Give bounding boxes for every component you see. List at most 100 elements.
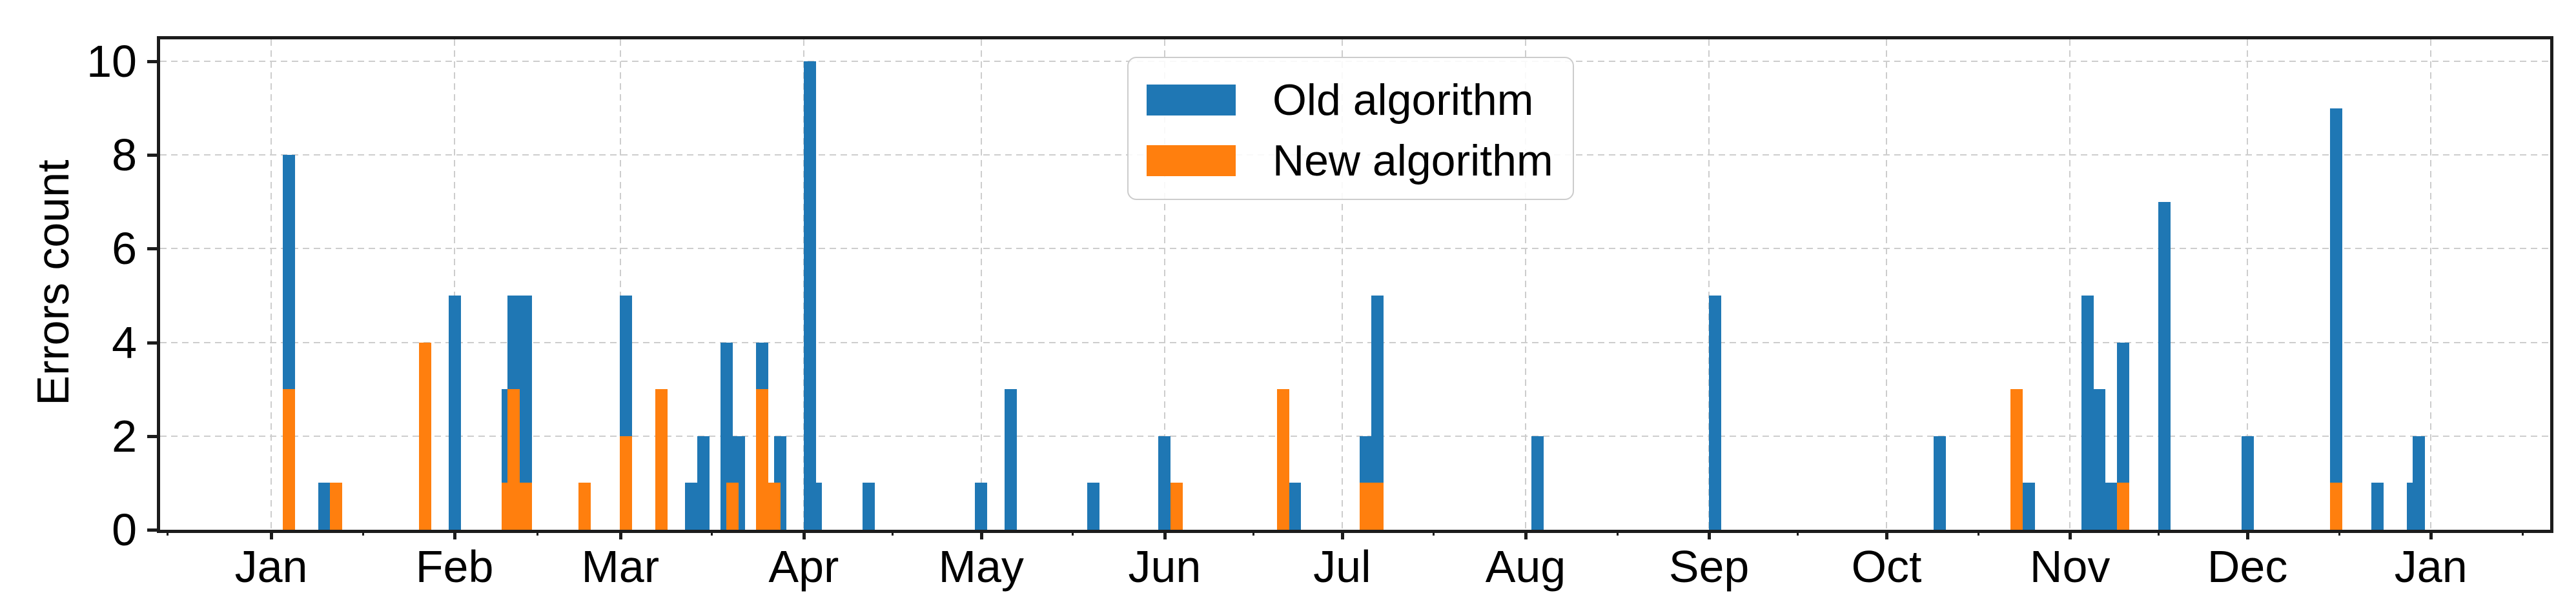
- bar-new-algorithm: [330, 483, 342, 530]
- bar-new-algorithm: [756, 389, 768, 530]
- bar-old-algorithm: [1087, 483, 1099, 530]
- gridline-vertical: [1708, 39, 1710, 530]
- bar-old-algorithm: [2371, 483, 2384, 530]
- bar-old-algorithm: [2413, 436, 2425, 530]
- y-tick: [147, 154, 157, 157]
- bar-old-algorithm: [318, 483, 331, 530]
- y-tick: [147, 60, 157, 63]
- bar-old-algorithm: [520, 296, 532, 530]
- bar-new-algorithm: [419, 343, 431, 530]
- x-tick-label-month: Mar: [581, 541, 660, 592]
- bar-old-algorithm: [2242, 436, 2254, 530]
- x-tick-minor: [2338, 530, 2340, 536]
- gridline-vertical: [271, 39, 272, 530]
- gridline-vertical: [1524, 39, 1526, 530]
- x-tick-major: [802, 530, 806, 539]
- bar-old-algorithm: [685, 483, 697, 530]
- bar-old-algorithm: [863, 483, 875, 530]
- gridline-horizontal: [160, 435, 2550, 437]
- x-tick-minor: [2521, 530, 2524, 536]
- x-tick-label-month: Sep: [1668, 541, 1750, 592]
- bar-old-algorithm: [1531, 436, 1544, 530]
- gridline-vertical: [802, 39, 804, 530]
- bar-old-algorithm: [1371, 296, 1384, 530]
- x-tick-label-month: Nov: [2029, 541, 2111, 592]
- gridline-vertical: [1163, 39, 1165, 530]
- bar-new-algorithm: [620, 436, 632, 530]
- bar-new-algorithm: [507, 389, 520, 530]
- x-tick-minor: [891, 530, 894, 536]
- x-tick-minor: [362, 530, 364, 536]
- x-tick-minor: [1616, 530, 1619, 536]
- y-tick: [147, 247, 157, 251]
- bar-old-algorithm: [2330, 108, 2342, 530]
- bar-old-algorithm: [804, 61, 816, 530]
- bar-old-algorithm: [810, 483, 822, 530]
- bar-new-algorithm: [2330, 483, 2342, 530]
- x-tick-minor: [1072, 530, 1074, 536]
- bar-new-algorithm: [578, 483, 591, 530]
- bar-new-algorithm: [283, 389, 295, 530]
- x-tick-label-month: Jul: [1313, 541, 1371, 592]
- bar-old-algorithm: [1709, 296, 1721, 530]
- gridline-vertical: [454, 39, 456, 530]
- bar-old-algorithm: [1005, 389, 1017, 530]
- bar-old-algorithm: [1934, 436, 1946, 530]
- x-tick-minor: [167, 530, 169, 536]
- x-tick-label-month: Jan: [234, 541, 308, 592]
- gridline-vertical: [2430, 39, 2432, 530]
- gridline-horizontal: [160, 341, 2550, 343]
- legend: Old algorithm New algorithm: [1127, 57, 1574, 200]
- x-tick-minor: [536, 530, 538, 536]
- x-tick-major: [2246, 530, 2250, 539]
- x-tick-major: [1885, 530, 1889, 539]
- gridline-vertical: [619, 39, 621, 530]
- x-tick-label-month: Dec: [2207, 541, 2288, 592]
- x-tick-minor: [1252, 530, 1254, 536]
- bar-new-algorithm: [726, 483, 739, 530]
- x-tick-major: [2429, 530, 2433, 539]
- x-tick-minor: [1797, 530, 1799, 536]
- bar-old-algorithm: [2093, 389, 2105, 530]
- bar-new-algorithm: [1277, 389, 1289, 530]
- y-tick: [147, 341, 157, 345]
- x-tick-minor: [2158, 530, 2160, 536]
- bar-new-algorithm: [2117, 483, 2129, 530]
- y-tick-label: 8: [112, 130, 137, 181]
- bar-old-algorithm: [449, 296, 461, 530]
- x-tick-label-month: Jan: [2394, 541, 2468, 592]
- legend-label-old-algorithm: Old algorithm: [1273, 75, 1534, 125]
- bar-old-algorithm: [697, 436, 710, 530]
- bar-new-algorithm: [768, 483, 781, 530]
- bar-old-algorithm: [2105, 483, 2118, 530]
- x-tick-minor: [1977, 530, 1979, 536]
- gridline-vertical: [980, 39, 982, 530]
- legend-item-old-algorithm: Old algorithm: [1147, 71, 1573, 129]
- x-tick-label-month: Oct: [1851, 541, 1922, 592]
- x-tick-major: [1524, 530, 1528, 539]
- bar-old-algorithm: [2023, 483, 2035, 530]
- y-tick-label: 10: [87, 36, 137, 86]
- x-tick-minor: [1433, 530, 1435, 536]
- x-tick-label-month: Jun: [1128, 541, 1201, 592]
- y-tick: [147, 528, 157, 532]
- bar-new-algorithm: [1170, 483, 1183, 530]
- x-tick-label-month: Aug: [1485, 541, 1566, 592]
- bar-new-algorithm: [1360, 483, 1372, 530]
- gridline-vertical: [1341, 39, 1343, 530]
- bar-new-algorithm: [2010, 389, 2023, 530]
- x-tick-major: [2069, 530, 2072, 539]
- y-tick-label: 4: [112, 317, 137, 368]
- x-tick-label-month: Feb: [415, 541, 494, 592]
- y-tick-label: 6: [112, 223, 137, 274]
- gridline-vertical: [2247, 39, 2249, 530]
- x-tick-major: [979, 530, 983, 539]
- bar-old-algorithm: [2081, 296, 2094, 530]
- legend-swatch-new-algorithm: [1147, 145, 1236, 176]
- legend-item-new-algorithm: New algorithm: [1147, 132, 1573, 190]
- x-tick-label-month: May: [938, 541, 1024, 592]
- x-tick-minor: [711, 530, 713, 536]
- gridline-vertical: [1886, 39, 1888, 530]
- x-tick-major: [618, 530, 622, 539]
